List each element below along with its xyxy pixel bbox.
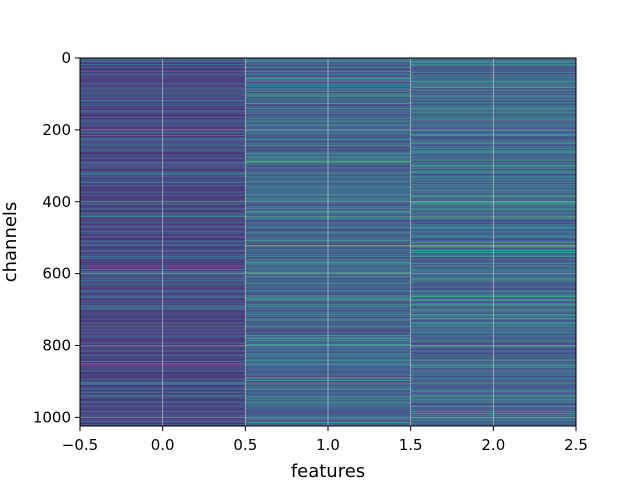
x-tick-label: 0.0 xyxy=(151,436,175,454)
x-axis: −0.5 0.0 0.5 1.0 1.5 2.0 2.5 xyxy=(62,426,588,454)
plot-area xyxy=(80,58,576,426)
y-tick-label: 0 xyxy=(61,49,71,67)
y-tick-label: 400 xyxy=(42,193,71,211)
y-tick-label: 200 xyxy=(42,121,71,139)
x-tick-label: 2.5 xyxy=(564,436,588,454)
x-axis-label: features xyxy=(291,461,365,480)
x-tick-label: 2.0 xyxy=(481,436,505,454)
x-tick-label: −0.5 xyxy=(62,436,98,454)
x-tick-label: 1.0 xyxy=(316,436,340,454)
grid-lines xyxy=(80,58,576,426)
y-tick-label: 1000 xyxy=(33,408,71,426)
y-axis: 0 200 400 600 800 1000 xyxy=(33,49,80,426)
x-tick-label: 0.5 xyxy=(233,436,257,454)
y-tick-label: 800 xyxy=(42,337,71,355)
x-tick-label: 1.5 xyxy=(399,436,423,454)
y-axis-label: channels xyxy=(0,202,21,283)
y-tick-label: 600 xyxy=(42,265,71,283)
